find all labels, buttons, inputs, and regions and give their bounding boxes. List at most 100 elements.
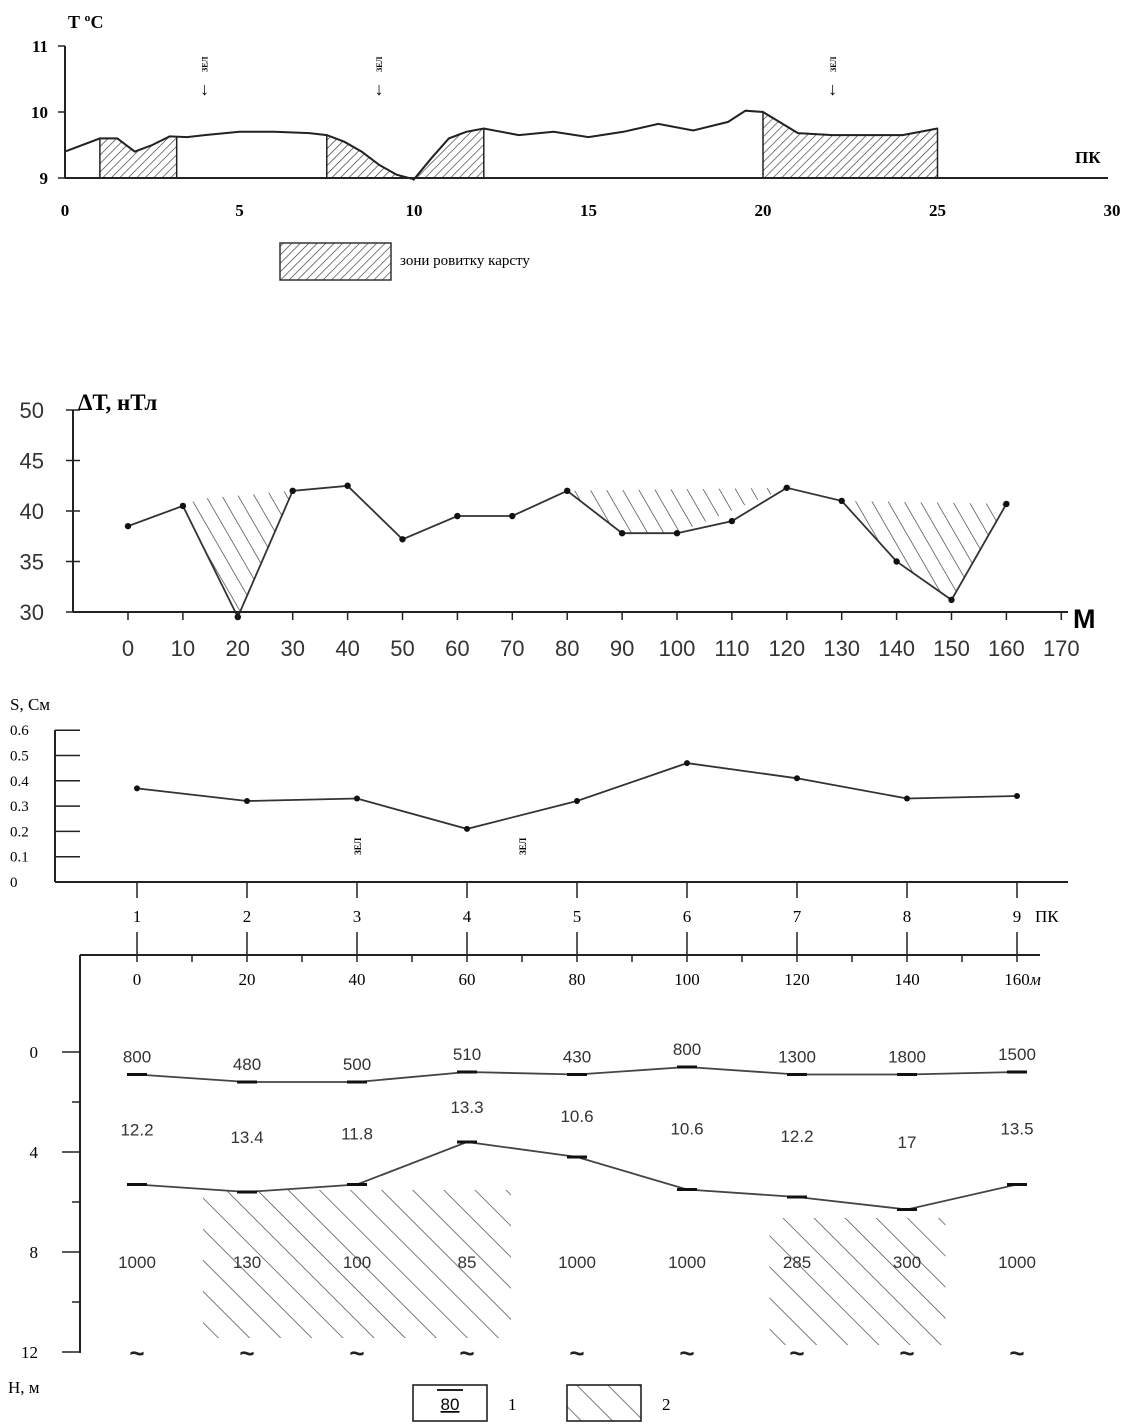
down-arrow-icon: ↓ xyxy=(375,79,384,99)
section-distance-ticks: 0 20 40 60 80 100 120 140 160 xyxy=(133,955,1030,989)
layer1-resistivity: 1500 xyxy=(998,1045,1036,1064)
section-zone-2 xyxy=(769,1218,946,1345)
temperature-x-label: ПК xyxy=(1075,148,1101,167)
magnetic-point xyxy=(728,517,736,525)
karst-legend-label: зони ровитку карсту xyxy=(400,253,530,269)
magnetic-x-tick-label: 30 xyxy=(280,636,304,661)
section-x-tick-label: 0 xyxy=(133,970,142,989)
temperature-y-tick-label: 11 xyxy=(32,37,48,56)
bottom-tilde: ~ xyxy=(569,1338,584,1368)
layer2-resistivity: 13.4 xyxy=(230,1128,263,1147)
boundary-markers xyxy=(127,1065,1027,1211)
magnetic-x-tick-label: 20 xyxy=(226,636,250,661)
layer3-resistivity: 1000 xyxy=(558,1253,596,1272)
conductance-y-tick-label: 0.3 xyxy=(10,799,29,815)
section-depth-ticks: 0 4 8 12 xyxy=(21,1043,80,1362)
legend-1-label: 1 xyxy=(508,1395,517,1414)
magnetic-point xyxy=(399,536,406,543)
temperature-x-tick-label: 30 xyxy=(1104,201,1121,220)
temperature-y-tick-label: 10 xyxy=(31,103,48,122)
magnetic-point xyxy=(783,484,790,491)
magnetic-y-tick-label: 50 xyxy=(20,398,44,423)
magnetic-y-tick-label: 30 xyxy=(20,600,44,625)
layer2-resistivity: 11.8 xyxy=(341,1124,373,1143)
layer3-resistivity: 85 xyxy=(458,1253,477,1272)
magnetic-x-tick-label: 160 xyxy=(988,636,1025,661)
bottom-tilde: ~ xyxy=(899,1338,914,1368)
temperature-x-tick-label: 20 xyxy=(755,201,772,220)
bottom-tilde: ~ xyxy=(129,1338,144,1368)
temperature-y-ticks: 9 10 11 xyxy=(31,37,65,188)
conductance-point xyxy=(794,775,800,782)
conductance-y-ticks: 0 0.1 0.2 0.3 0.4 0.5 0.6 xyxy=(10,723,80,891)
magnetic-y-tick-label: 45 xyxy=(20,449,44,474)
section-x-tick-label: 80 xyxy=(569,970,586,989)
layer2-resistivity: 13.3 xyxy=(450,1098,483,1117)
layer3-resistivity: 1000 xyxy=(118,1253,156,1272)
layer1-resistivity: 510 xyxy=(453,1045,481,1064)
temperature-x-ticks: 0 5 10 15 20 25 30 xyxy=(61,201,1121,220)
conductance-point xyxy=(134,785,140,792)
conductance-markers: ЗЕЛ ЗЕЛ xyxy=(353,837,528,855)
section-hatched-zones xyxy=(203,1190,946,1345)
conductance-marker-label: ЗЕЛ xyxy=(353,837,363,855)
conductance-point xyxy=(244,798,250,805)
temperature-y-label: Т ºС xyxy=(68,12,103,32)
section-x-tick-label: 20 xyxy=(239,970,256,989)
section-zone-1 xyxy=(203,1190,511,1338)
magnetic-x-tick-label: 70 xyxy=(500,636,524,661)
down-arrow-icon: ↓ xyxy=(200,79,209,99)
karst-zone-4 xyxy=(762,110,939,179)
conductance-x-tick-label: 1 xyxy=(133,907,142,926)
section-x-tick-label: 160 xyxy=(1004,970,1030,989)
section-x-tick-label: 60 xyxy=(459,970,476,989)
magnetic-x-tick-label: 150 xyxy=(933,636,970,661)
temperature-marker-label: ЗЕЛ xyxy=(375,57,384,72)
section-depth-tick-label: 8 xyxy=(30,1243,39,1262)
magnetic-x-tick-label: 80 xyxy=(555,636,579,661)
conductance-point xyxy=(464,825,470,832)
layer2-resistivity: 10.6 xyxy=(560,1107,593,1126)
magnetic-point xyxy=(1003,500,1010,508)
layer3-resistivity: 285 xyxy=(783,1253,811,1272)
magnetic-x-tick-label: 0 xyxy=(122,636,134,661)
karst-legend-swatch xyxy=(279,242,392,281)
magnetic-x-tick-label: 110 xyxy=(714,636,749,661)
magnetic-x-tick-label: 140 xyxy=(878,636,915,661)
conductance-x-tick-label: 3 xyxy=(353,907,362,926)
magnetic-point xyxy=(344,482,351,489)
legend-2-box xyxy=(566,1384,642,1422)
conductance-point xyxy=(904,795,910,802)
conductance-x-ticks: 1 2 3 4 5 6 7 8 9 xyxy=(133,882,1021,962)
legend-1-box xyxy=(412,1384,488,1422)
magnetic-x-tick-label: 130 xyxy=(823,636,860,661)
conductance-point xyxy=(354,795,360,802)
magnetic-x-tick-label: 10 xyxy=(171,636,195,661)
bottom-tilde: ~ xyxy=(239,1338,254,1368)
magnetic-point xyxy=(509,512,516,520)
magnetic-y-ticks: 30 35 40 45 50 xyxy=(20,398,80,625)
bottom-tilde: ~ xyxy=(679,1338,694,1368)
conductance-y-tick-label: 0.1 xyxy=(10,850,29,866)
conductance-point xyxy=(1014,792,1020,799)
magnetic-chart: 30 35 40 45 50 0 10 20 30 40 50 60 70 80 90 100 110 120 1… xyxy=(20,390,1096,661)
magnetic-x-ticks: 0 10 20 30 40 50 60 70 80 90 100 110 120 130 140 150 160… xyxy=(122,612,1080,661)
legend-2-label: 2 xyxy=(662,1395,671,1414)
section-x-tick-label: 100 xyxy=(674,970,700,989)
magnetic-points xyxy=(124,482,1010,621)
bottom-tilde: ~ xyxy=(349,1338,364,1368)
magnetic-point xyxy=(948,596,955,604)
layer2-resistivity: 13.5 xyxy=(1000,1119,1033,1138)
karst-zones-shading xyxy=(99,110,939,182)
magnetic-anomaly-2 xyxy=(567,487,787,534)
temperature-x-tick-label: 15 xyxy=(580,201,597,220)
magnetic-x-tick-label: 50 xyxy=(390,636,414,661)
legend-1-sample: 80 xyxy=(441,1395,460,1414)
magnetic-anomaly-1 xyxy=(182,490,293,617)
magnetic-x-tick-label: 170 xyxy=(1043,636,1080,661)
layer2-resistivity: 17 xyxy=(898,1133,917,1152)
layer3-resistivity: 1000 xyxy=(668,1253,706,1272)
conductance-x-tick-label: 6 xyxy=(683,907,692,926)
